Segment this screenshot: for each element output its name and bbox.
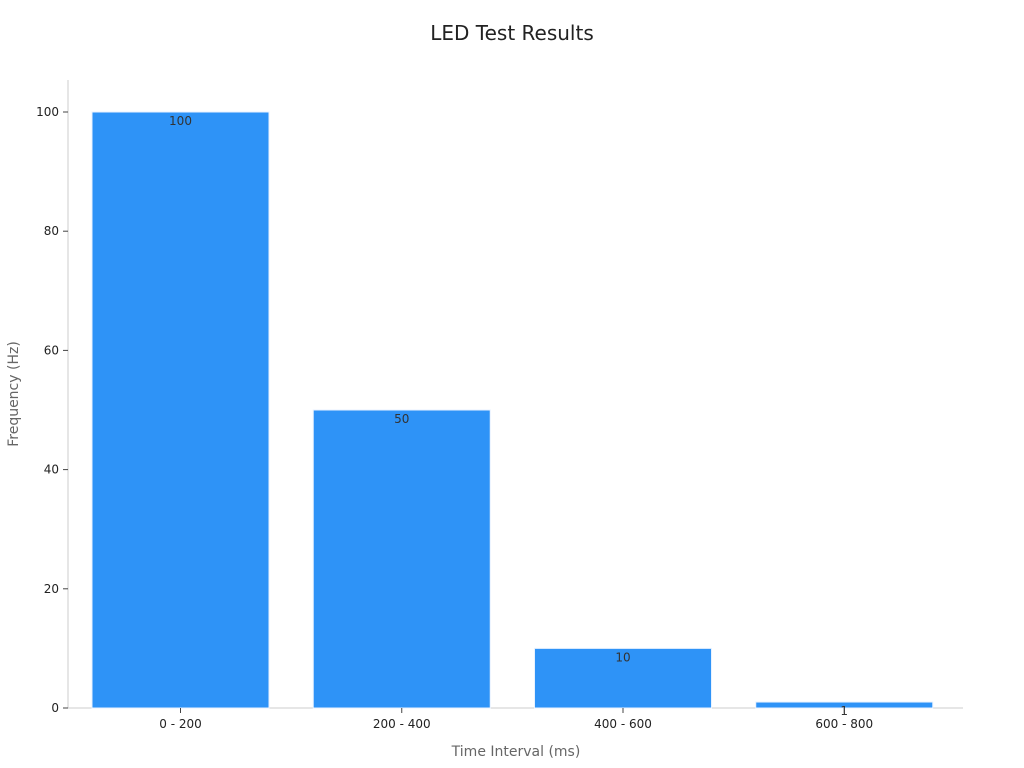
data-label-1: 100 — [169, 114, 192, 128]
data-label-2: 50 — [394, 412, 409, 426]
bar-1 — [91, 111, 270, 709]
x-ticks-layer: 0 - 200 200 - 400 400 - 600 600 - 800 — [159, 708, 873, 731]
y-tick-label-0: 0 — [51, 701, 59, 715]
y-tick-label-60: 60 — [44, 343, 59, 357]
x-tick-label-1: 0 - 200 — [159, 717, 202, 731]
bar-2 — [312, 409, 491, 709]
y-tick-label-40: 40 — [44, 463, 59, 477]
x-tick-label-2: 200 - 400 — [373, 717, 431, 731]
bar-3 — [534, 647, 712, 709]
y-tick-label-100: 100 — [36, 105, 59, 119]
x-tick-label-3: 400 - 600 — [594, 717, 652, 731]
data-labels-layer: 10050101 — [169, 114, 848, 718]
y-tick-label-20: 20 — [44, 582, 59, 596]
x-tick-label-4: 600 - 800 — [815, 717, 873, 731]
data-label-3: 10 — [615, 650, 630, 664]
y-axis-label: Frequency (Hz) — [6, 341, 22, 447]
bars-layer — [91, 111, 934, 709]
chart-title: LED Test Results — [430, 21, 594, 45]
y-tick-label-80: 80 — [44, 224, 59, 238]
y-ticks-layer: 0 20 40 60 80 100 — [36, 105, 68, 715]
x-axis-label: Time Interval (ms) — [451, 744, 581, 760]
